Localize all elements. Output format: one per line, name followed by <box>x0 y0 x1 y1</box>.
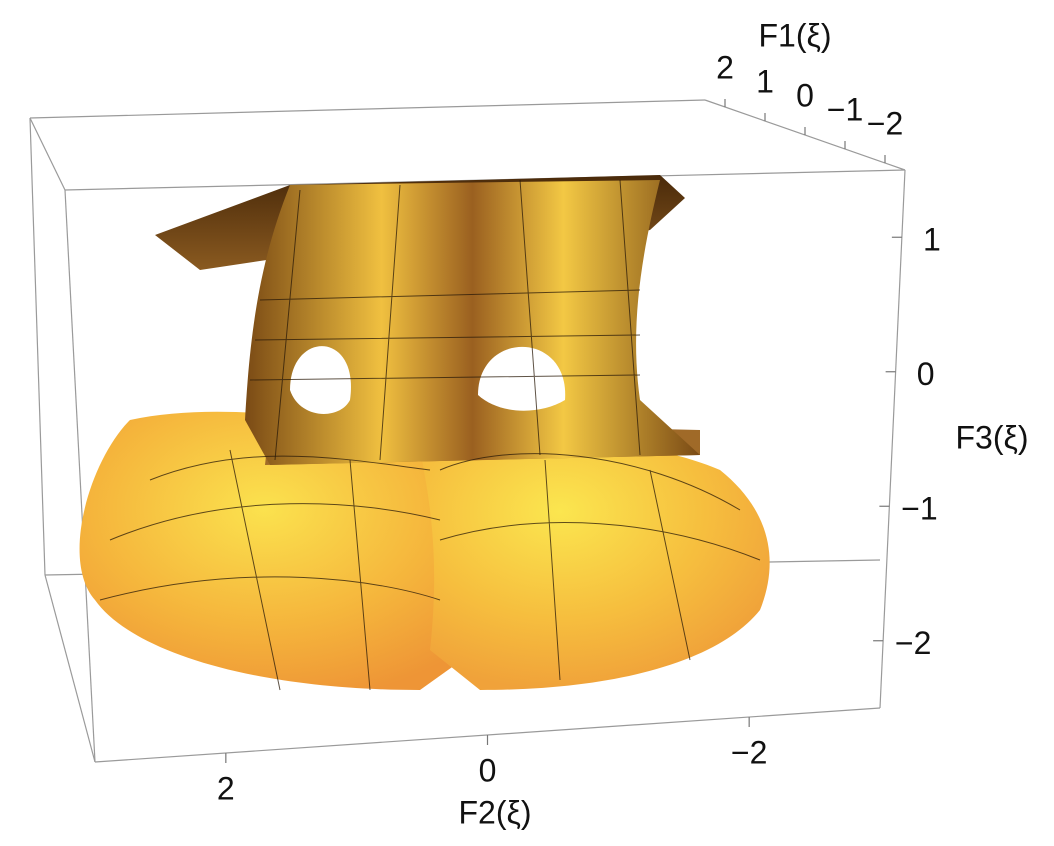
tick-label: 2 <box>716 49 734 85</box>
tick-label: 1 <box>923 222 941 258</box>
tick-label: 0 <box>917 356 935 392</box>
tick-label: 2 <box>217 770 235 806</box>
tick-label: −2 <box>867 105 903 141</box>
tick-label: 0 <box>479 752 497 788</box>
tick-label: −2 <box>895 625 931 661</box>
tick-label: −1 <box>827 91 863 127</box>
y-axis-label: F1(ξ) <box>759 17 832 53</box>
tick-label: −1 <box>901 491 937 527</box>
tick-label: 1 <box>756 63 774 99</box>
tick-label: 0 <box>796 77 814 113</box>
x-axis-label: F2(ξ) <box>459 794 532 830</box>
z-axis-label: F3(ξ) <box>956 419 1029 455</box>
tick-label: −2 <box>731 734 767 770</box>
surface <box>79 175 770 691</box>
